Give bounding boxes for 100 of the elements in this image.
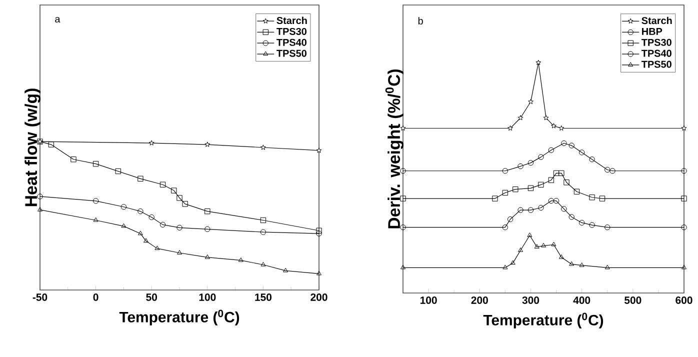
- point: [579, 262, 584, 267]
- point: [527, 232, 532, 237]
- point: [604, 224, 610, 230]
- x-tick-label: 100: [199, 294, 216, 301]
- point: [681, 196, 687, 202]
- point: [400, 224, 406, 230]
- y-axis-title: Heat flow (w/g): [24, 88, 40, 206]
- point: [260, 144, 266, 150]
- point: [604, 264, 610, 270]
- point: [561, 206, 567, 212]
- x-tick-label: 300: [522, 296, 540, 304]
- text: a: [55, 17, 60, 23]
- point: [528, 185, 534, 192]
- legend-label: TPS50: [641, 60, 672, 68]
- point: [589, 194, 595, 200]
- legend-label: TPS40: [276, 38, 306, 46]
- x-tick-label: 400: [573, 296, 590, 304]
- point: [138, 176, 144, 182]
- point: [541, 242, 546, 248]
- point: [160, 222, 166, 228]
- point: [502, 224, 508, 230]
- text: b: [418, 17, 423, 24]
- point: [518, 207, 524, 213]
- point: [507, 216, 514, 222]
- point: [238, 257, 244, 262]
- point: [154, 246, 160, 250]
- point: [681, 168, 687, 174]
- point: [316, 270, 322, 276]
- x-axis-title: Temperature ($^{0}$C): [483, 312, 604, 328]
- point: [518, 163, 524, 170]
- point: [604, 166, 610, 173]
- point: [121, 223, 126, 228]
- legend-label: TPS30: [641, 38, 672, 46]
- point: [578, 220, 585, 226]
- y-axis-title: Deriv. weight (%/$^{0}$C): [385, 69, 404, 228]
- point: [177, 250, 182, 254]
- point: [144, 238, 149, 243]
- point: [176, 224, 182, 230]
- point: [543, 115, 549, 120]
- point: [534, 244, 540, 248]
- point: [558, 170, 564, 176]
- point: [508, 125, 514, 131]
- legend-label: HBP: [642, 28, 662, 35]
- x-axis-title: Temperature ($^{0}$C): [119, 310, 240, 326]
- point: [681, 125, 687, 131]
- point: [599, 196, 606, 202]
- point: [148, 214, 154, 220]
- point: [589, 156, 595, 162]
- x-tick-label: 500: [624, 296, 642, 304]
- point: [510, 260, 516, 265]
- point: [316, 148, 322, 153]
- point: [536, 60, 542, 65]
- point: [681, 224, 687, 230]
- point: [204, 208, 210, 214]
- point: [115, 168, 121, 174]
- x-tick-label: 100: [420, 296, 437, 304]
- x-tick-label: 200: [310, 294, 328, 301]
- point: [574, 188, 580, 194]
- point: [569, 261, 574, 266]
- point: [37, 194, 43, 200]
- point: [512, 186, 518, 192]
- x-tick-label: 200: [471, 296, 488, 304]
- point: [148, 140, 154, 146]
- point: [283, 268, 288, 272]
- point: [502, 190, 508, 196]
- point: [171, 188, 177, 194]
- point: [551, 123, 556, 128]
- point: [578, 150, 585, 156]
- point: [528, 160, 534, 166]
- point: [558, 254, 564, 259]
- point: [93, 217, 98, 222]
- point: [38, 207, 42, 212]
- point: [528, 98, 534, 104]
- point: [182, 201, 188, 207]
- legend-label: TPS50: [276, 50, 306, 57]
- point: [548, 177, 554, 183]
- legend-label: TPS40: [641, 50, 672, 57]
- point: [492, 196, 498, 202]
- point: [518, 115, 524, 120]
- point: [561, 140, 567, 146]
- point: [538, 204, 544, 211]
- point: [92, 160, 99, 167]
- point: [400, 196, 406, 202]
- point: [204, 254, 210, 259]
- point: [316, 228, 322, 234]
- point: [260, 229, 266, 235]
- x-tick-label: 0: [93, 294, 98, 301]
- point: [548, 198, 554, 204]
- point: [553, 198, 560, 204]
- x-tick-label: -50: [32, 294, 48, 301]
- point: [260, 262, 266, 266]
- point: [138, 208, 144, 214]
- point: [502, 168, 508, 174]
- point: [553, 170, 560, 176]
- point: [551, 242, 556, 246]
- point: [518, 248, 524, 252]
- point: [176, 195, 182, 201]
- point: [70, 156, 76, 162]
- point: [260, 217, 266, 224]
- legend-label: Starch: [276, 16, 307, 24]
